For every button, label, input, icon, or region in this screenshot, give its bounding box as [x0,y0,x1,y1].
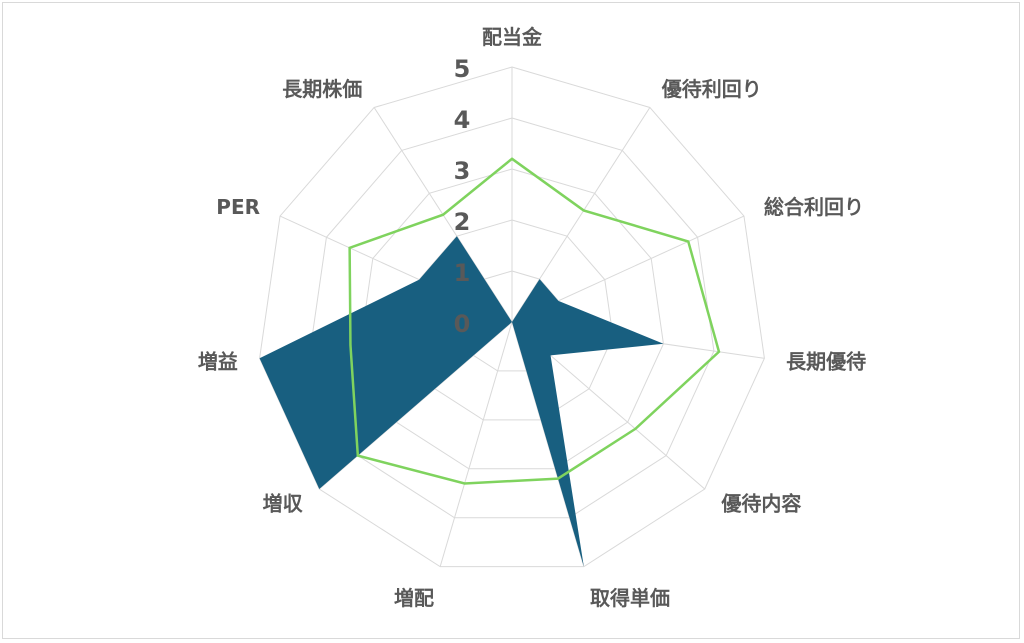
grid-ring-4 [309,117,715,519]
category-label: 配当金 [482,25,543,49]
category-label: 優待利回り [661,77,762,101]
category-label: 長期株価 [282,77,362,101]
grid-spoke [439,321,513,567]
grid-spoke [511,107,651,323]
tick-label: 1 [454,259,471,287]
tick-label: 2 [454,208,471,236]
grid-ring-3 [360,168,664,470]
series-0-area [259,236,664,567]
category-label: 長期優待 [786,349,866,373]
category-label: 優待内容 [720,491,801,515]
category-label: 総合利回り [764,195,864,219]
category-label: 増益 [198,349,238,373]
tick-label: 5 [454,55,471,83]
tick-label: 0 [454,310,471,338]
grid-ring-5 [259,66,765,568]
category-label: 取得単価 [590,586,670,610]
tick-label: 4 [454,106,471,134]
category-label: 増配 [394,586,434,610]
tick-label: 3 [454,157,471,185]
category-label: 増収 [263,491,304,515]
series-1-line [348,157,721,485]
category-label: PER [216,195,260,219]
